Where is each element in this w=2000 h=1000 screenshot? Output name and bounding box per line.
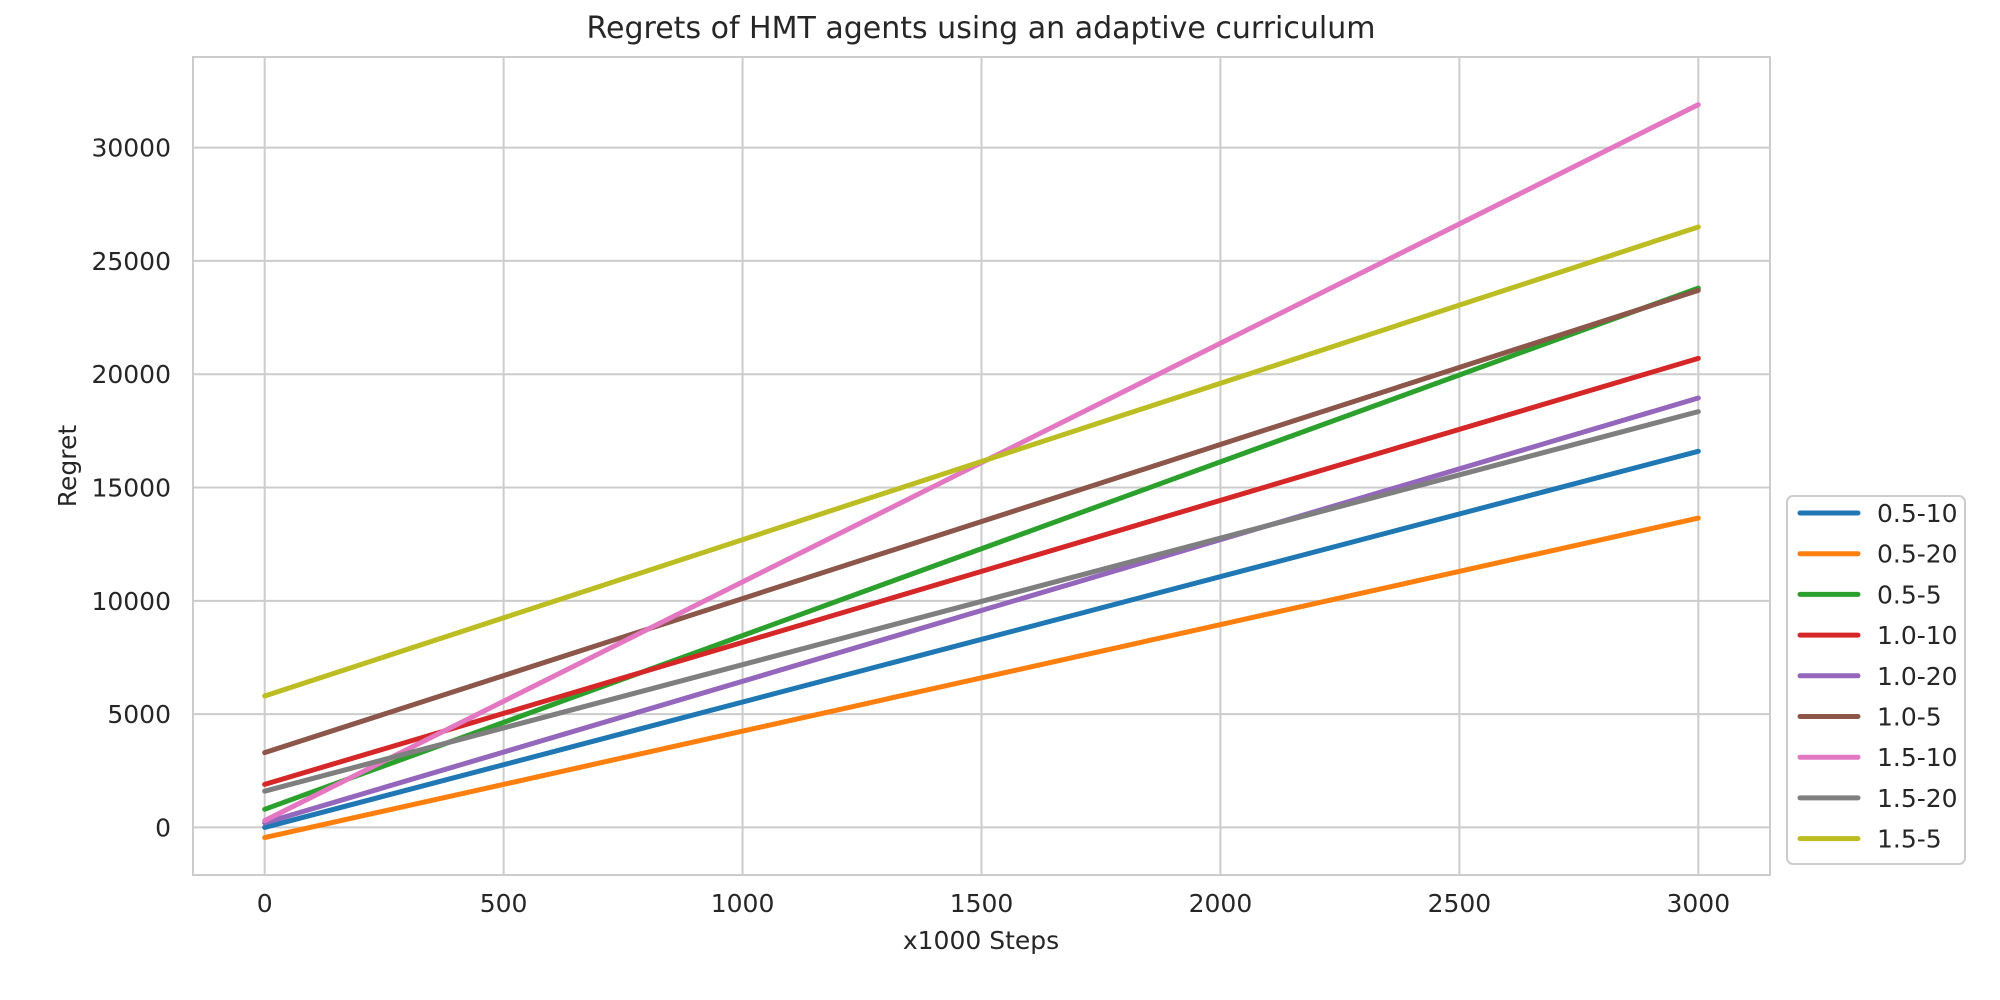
plot-frame	[192, 56, 1771, 876]
x-tick-label: 0	[257, 889, 273, 918]
legend-label-1.5-20: 1.5-20	[1877, 784, 1958, 813]
legend-label-0.5-10: 0.5-10	[1877, 499, 1958, 528]
x-tick-labels: 0 500 1000 1500 2000 2500 3000	[257, 889, 1730, 918]
x-axis-label: x1000 Steps	[903, 926, 1059, 955]
y-axis-label: Regret	[53, 425, 82, 508]
series-line-1.0-20	[262, 395, 1701, 826]
legend-label-1.0-20: 1.0-20	[1877, 662, 1958, 691]
legend-label-0.5-5: 0.5-5	[1877, 580, 1942, 609]
legend-label-1.5-10: 1.5-10	[1877, 743, 1958, 772]
x-tick-label: 500	[480, 889, 528, 918]
y-tick-label: 20000	[91, 360, 171, 389]
legend-label-1.5-5: 1.5-5	[1877, 825, 1942, 854]
series-line-0.5-20	[262, 515, 1701, 841]
legend: 0.5-10 0.5-20 0.5-5 1.0-10 1.0-20 1.0-5 1.5-10…	[1786, 495, 1966, 865]
x-tick-label: 2000	[1189, 889, 1253, 918]
x-tick-label: 2500	[1428, 889, 1492, 918]
series-line-0.5-10	[262, 448, 1701, 830]
y-tick-label: 0	[155, 813, 171, 842]
series-line-1.5-5	[262, 224, 1701, 699]
legend-label-0.5-20: 0.5-20	[1877, 540, 1958, 569]
x-tick-label: 1500	[950, 889, 1014, 918]
series-line-0.5-5	[262, 285, 1701, 812]
y-tick-label: 30000	[91, 134, 171, 163]
y-tick-label: 10000	[91, 587, 171, 616]
legend-label-1.0-5: 1.0-5	[1877, 703, 1942, 732]
y-tick-label: 25000	[91, 247, 171, 276]
series-line-1.0-5	[262, 287, 1701, 756]
chart-title: Regrets of HMT agents using an adaptive …	[587, 11, 1376, 46]
series-lines	[262, 102, 1701, 841]
legend-box	[1786, 495, 1966, 865]
legend-label-1.0-10: 1.0-10	[1877, 621, 1958, 650]
x-tick-label: 1000	[711, 889, 775, 918]
series-line-1.0-10	[262, 355, 1701, 787]
x-grid	[263, 57, 1700, 875]
y-tick-labels: 0 5000 10000 15000 20000 25000 30000	[91, 134, 171, 843]
y-tick-label: 15000	[91, 474, 171, 503]
x-tick-label: 3000	[1667, 889, 1731, 918]
y-tick-label: 5000	[107, 700, 171, 729]
series-line-1.5-20	[262, 409, 1701, 794]
